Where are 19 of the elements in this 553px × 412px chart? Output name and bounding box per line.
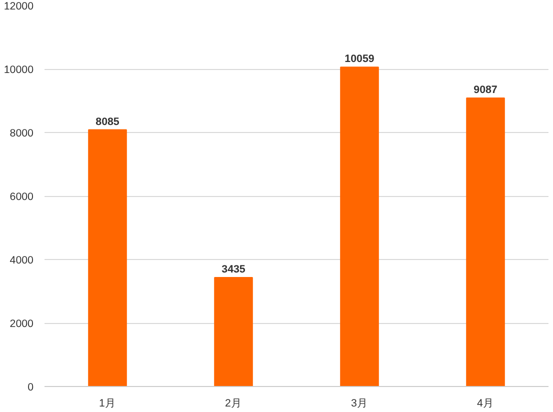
x-tick-label: 4月 <box>477 398 494 410</box>
x-tick-label: 3月 <box>351 398 368 410</box>
y-tick-label: 8000 <box>10 128 34 140</box>
x-tick-label: 2月 <box>225 398 242 410</box>
x-tick-label: 1月 <box>99 398 116 410</box>
y-tick-label: 10000 <box>4 64 34 76</box>
data-label: 10059 <box>344 53 374 66</box>
y-tick-label: 4000 <box>10 254 34 266</box>
bar <box>88 129 127 386</box>
bar <box>214 276 253 386</box>
bar <box>466 97 505 386</box>
bar <box>340 66 379 386</box>
data-label: 9087 <box>474 84 498 96</box>
data-label: 3435 <box>222 263 246 276</box>
y-tick-label: 12000 <box>4 0 34 12</box>
y-tick-label: 0 <box>28 382 34 394</box>
y-tick-label: 2000 <box>10 318 34 330</box>
y-tick-label: 6000 <box>10 191 34 203</box>
data-label: 8085 <box>96 116 120 128</box>
